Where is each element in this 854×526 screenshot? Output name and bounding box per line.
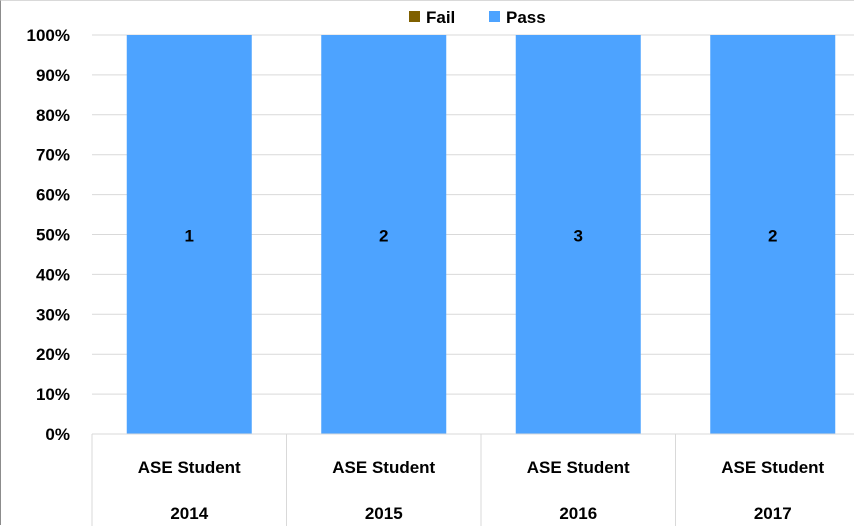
data-label: 1 (185, 227, 194, 246)
legend-swatch-fail (409, 11, 420, 22)
x-category-label: 2014 (170, 504, 208, 523)
bar-pass (515, 35, 641, 434)
bar-pass (126, 35, 252, 434)
legend-label-pass: Pass (506, 8, 546, 27)
y-tick-label: 70% (36, 146, 70, 165)
y-tick-label: 50% (36, 226, 70, 245)
axes: 0% 10% 20% 30% 40% 50% 60% 70% 80% 90% 100% ASE Stu… (27, 26, 854, 526)
bar-pass (710, 35, 836, 434)
y-tick-label: 90% (36, 66, 70, 85)
y-tick-label: 0% (45, 425, 70, 444)
x-category-label: 2017 (754, 504, 792, 523)
y-tick-label: 100% (27, 26, 70, 45)
x-category-label: ASE Student (138, 458, 241, 477)
x-category-label: 2016 (559, 504, 597, 523)
y-tick-label: 60% (36, 186, 70, 205)
y-tick-label: 10% (36, 385, 70, 404)
x-category-label: 2015 (365, 504, 403, 523)
bars (126, 35, 836, 434)
legend: Fail Pass (409, 8, 546, 27)
bar-pass (321, 35, 447, 434)
x-category-label: ASE Student (721, 458, 824, 477)
labels: 1 2 3 2 (185, 227, 778, 246)
y-tick-label: 80% (36, 106, 70, 125)
x-category-label: ASE Student (332, 458, 435, 477)
data-label: 2 (379, 227, 388, 246)
data-label: 2 (768, 227, 777, 246)
data-label: 3 (574, 227, 583, 246)
y-tick-label: 40% (36, 265, 70, 284)
y-tick-label: 20% (36, 345, 70, 364)
x-category-label: ASE Student (527, 458, 630, 477)
legend-label-fail: Fail (426, 8, 455, 27)
legend-swatch-pass (489, 11, 500, 22)
y-tick-label: 30% (36, 305, 70, 324)
